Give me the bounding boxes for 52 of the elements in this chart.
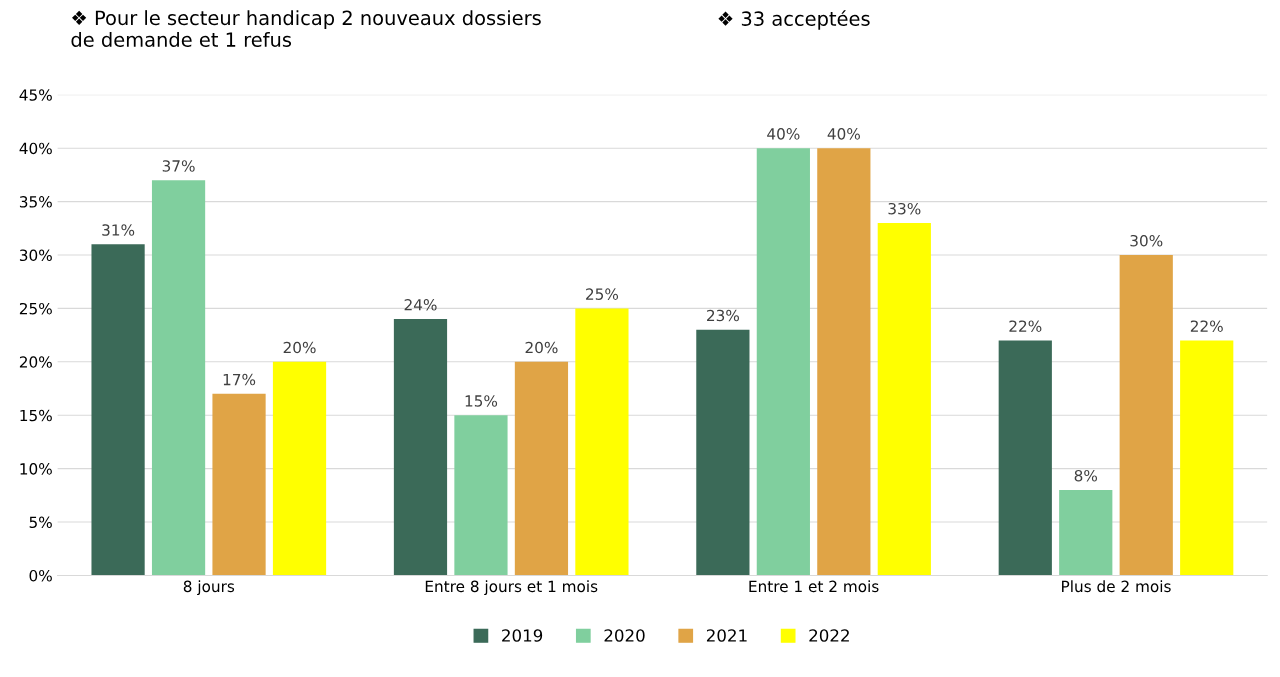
legend-label: 2022 bbox=[809, 629, 849, 642]
data-label: 20% bbox=[525, 341, 558, 354]
data-label: 20% bbox=[283, 341, 316, 354]
data-label: 22% bbox=[1190, 320, 1223, 332]
bar bbox=[514, 361, 569, 576]
y-tick-label: 30% bbox=[19, 249, 52, 262]
bar bbox=[212, 393, 266, 576]
text: ❖ 33 acceptées bbox=[718, 10, 870, 30]
text: ❖ Pour le secteur handicap 2 nouveaux dossiers de demande et 1 refus bbox=[71, 10, 541, 47]
bar bbox=[1180, 340, 1234, 576]
x-tick-label: 8 jours bbox=[183, 580, 235, 596]
bar bbox=[877, 222, 931, 576]
data-label: 33% bbox=[888, 202, 921, 215]
bar bbox=[272, 361, 327, 576]
x-tick-label: Entre 8 jours et 1 mois bbox=[425, 580, 598, 596]
data-label: 8% bbox=[1074, 469, 1098, 482]
data-label: 40% bbox=[767, 128, 800, 140]
bar bbox=[1119, 255, 1173, 576]
bar bbox=[454, 415, 508, 576]
x-tick-label: Entre 1 et 2 mois bbox=[749, 580, 879, 593]
bar bbox=[756, 148, 810, 576]
bar bbox=[393, 319, 448, 576]
data-label: 22% bbox=[1009, 320, 1042, 332]
data-label: 40% bbox=[827, 128, 860, 140]
data-label: 23% bbox=[707, 309, 740, 322]
bar bbox=[91, 244, 145, 576]
bar bbox=[1059, 490, 1113, 576]
y-tick-label: 10% bbox=[20, 463, 52, 475]
legend-label: 2021 bbox=[706, 629, 747, 642]
y-tick-label: 5% bbox=[29, 516, 52, 529]
y-tick-label: 0% bbox=[29, 569, 52, 582]
y-tick-label: 20% bbox=[19, 356, 52, 368]
y-tick-label: 35% bbox=[19, 196, 52, 208]
data-label: 37% bbox=[162, 160, 195, 172]
data-label: 25% bbox=[586, 288, 619, 300]
data-label: 15% bbox=[465, 395, 498, 407]
bar bbox=[998, 340, 1052, 576]
bar bbox=[151, 180, 206, 576]
legend-label: 2019 bbox=[502, 629, 543, 642]
y-tick-label: 15% bbox=[20, 409, 52, 422]
legend-label: 2020 bbox=[604, 629, 645, 642]
bar bbox=[817, 148, 871, 576]
y-tick-label: 25% bbox=[19, 302, 52, 315]
data-label: 30% bbox=[1130, 234, 1163, 247]
bar bbox=[575, 308, 629, 576]
data-label: 17% bbox=[223, 373, 256, 386]
data-label: 24% bbox=[404, 299, 437, 311]
data-label: 31% bbox=[102, 224, 135, 236]
bar bbox=[696, 329, 750, 576]
x-tick-label: Plus de 2 mois bbox=[1062, 580, 1171, 593]
y-tick-label: 45% bbox=[19, 89, 52, 101]
y-tick-label: 40% bbox=[19, 142, 52, 155]
